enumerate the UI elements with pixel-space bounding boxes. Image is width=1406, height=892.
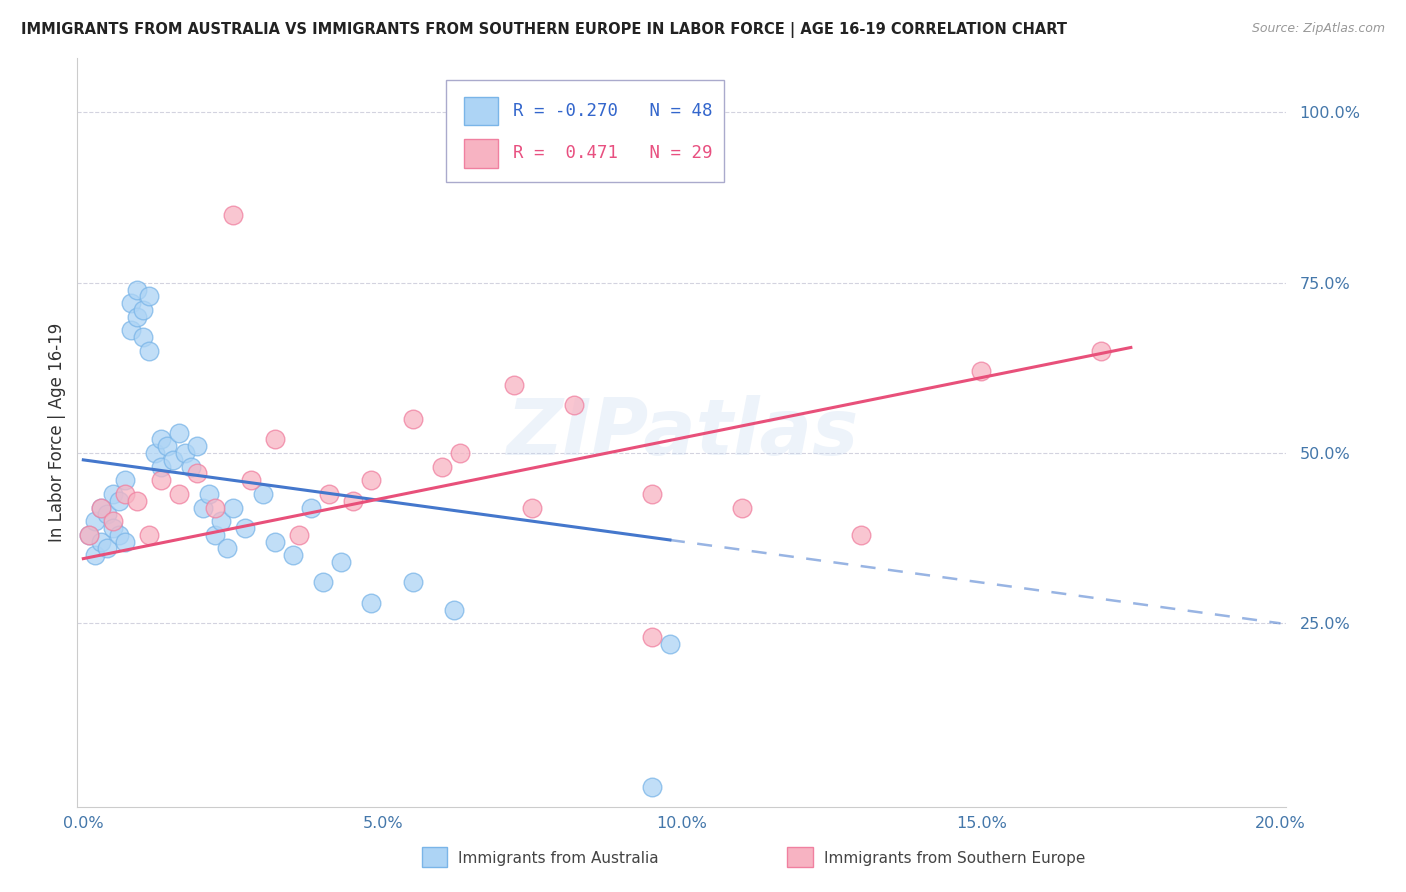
Text: R =  0.471   N = 29: R = 0.471 N = 29 (513, 145, 711, 162)
Point (641, 780, 664, 794)
Point (120, 323, 142, 337)
Point (970, 364, 993, 378)
Point (239, 473, 262, 487)
Text: Immigrants from Southern Europe: Immigrants from Southern Europe (824, 852, 1085, 866)
Point (167, 425, 190, 440)
Point (84, 514, 107, 528)
Point (90, 500, 112, 515)
Bar (464, 96, 498, 125)
Point (401, 575, 423, 590)
Point (641, 487, 664, 501)
Point (138, 528, 160, 542)
Text: R = -0.270   N = 48: R = -0.270 N = 48 (513, 102, 711, 120)
Point (233, 521, 256, 535)
Point (150, 459, 173, 474)
Point (318, 487, 340, 501)
Point (84, 548, 107, 562)
Point (191, 500, 214, 515)
Bar (446, 80, 724, 182)
Point (503, 378, 526, 392)
Point (103, 514, 125, 528)
Point (96, 508, 118, 522)
Point (432, 459, 454, 474)
Point (186, 439, 208, 453)
Point (1090, 343, 1112, 358)
Point (156, 439, 179, 453)
Point (138, 289, 160, 303)
Point (209, 514, 232, 528)
Point (96, 541, 118, 556)
Y-axis label: In Labor Force | Age 16-19: In Labor Force | Age 16-19 (48, 323, 66, 542)
Point (562, 398, 585, 412)
Point (127, 493, 149, 508)
Point (288, 528, 311, 542)
Point (132, 303, 155, 318)
Point (132, 330, 155, 344)
Point (449, 446, 471, 460)
Point (443, 603, 465, 617)
Point (522, 500, 544, 515)
Point (198, 487, 221, 501)
Text: ZIPatlas: ZIPatlas (506, 394, 858, 471)
Point (108, 528, 131, 542)
Point (79, 528, 101, 542)
Point (150, 433, 173, 447)
Point (114, 534, 136, 549)
Point (252, 487, 274, 501)
Point (204, 500, 226, 515)
Point (222, 500, 245, 515)
Point (222, 208, 245, 222)
Text: IMMIGRANTS FROM AUSTRALIA VS IMMIGRANTS FROM SOUTHERN EUROPE IN LABOR FORCE | AG: IMMIGRANTS FROM AUSTRALIA VS IMMIGRANTS … (21, 22, 1067, 38)
Point (103, 487, 125, 501)
Bar (464, 139, 498, 168)
Point (120, 296, 142, 310)
Point (186, 467, 208, 481)
Point (114, 487, 136, 501)
Point (731, 500, 754, 515)
Point (360, 596, 382, 610)
Point (180, 459, 202, 474)
Point (641, 630, 664, 644)
Point (90, 500, 112, 515)
Text: Immigrants from Australia: Immigrants from Australia (458, 852, 659, 866)
Point (299, 500, 322, 515)
Point (360, 473, 382, 487)
Point (263, 534, 285, 549)
Point (312, 575, 335, 590)
Point (162, 453, 184, 467)
Point (138, 343, 160, 358)
Point (851, 528, 873, 542)
Point (90, 534, 112, 549)
Point (401, 412, 423, 426)
Point (215, 541, 238, 556)
Point (114, 473, 136, 487)
Point (108, 493, 131, 508)
Point (658, 637, 681, 651)
Point (342, 493, 364, 508)
Point (167, 487, 190, 501)
Point (103, 521, 125, 535)
Point (143, 446, 166, 460)
Point (127, 283, 149, 297)
Point (127, 310, 149, 324)
Point (329, 555, 352, 569)
Point (79, 528, 101, 542)
Point (263, 433, 285, 447)
Text: Source: ZipAtlas.com: Source: ZipAtlas.com (1251, 22, 1385, 36)
Point (150, 473, 173, 487)
Point (281, 548, 304, 562)
Point (174, 446, 197, 460)
Point (204, 528, 226, 542)
